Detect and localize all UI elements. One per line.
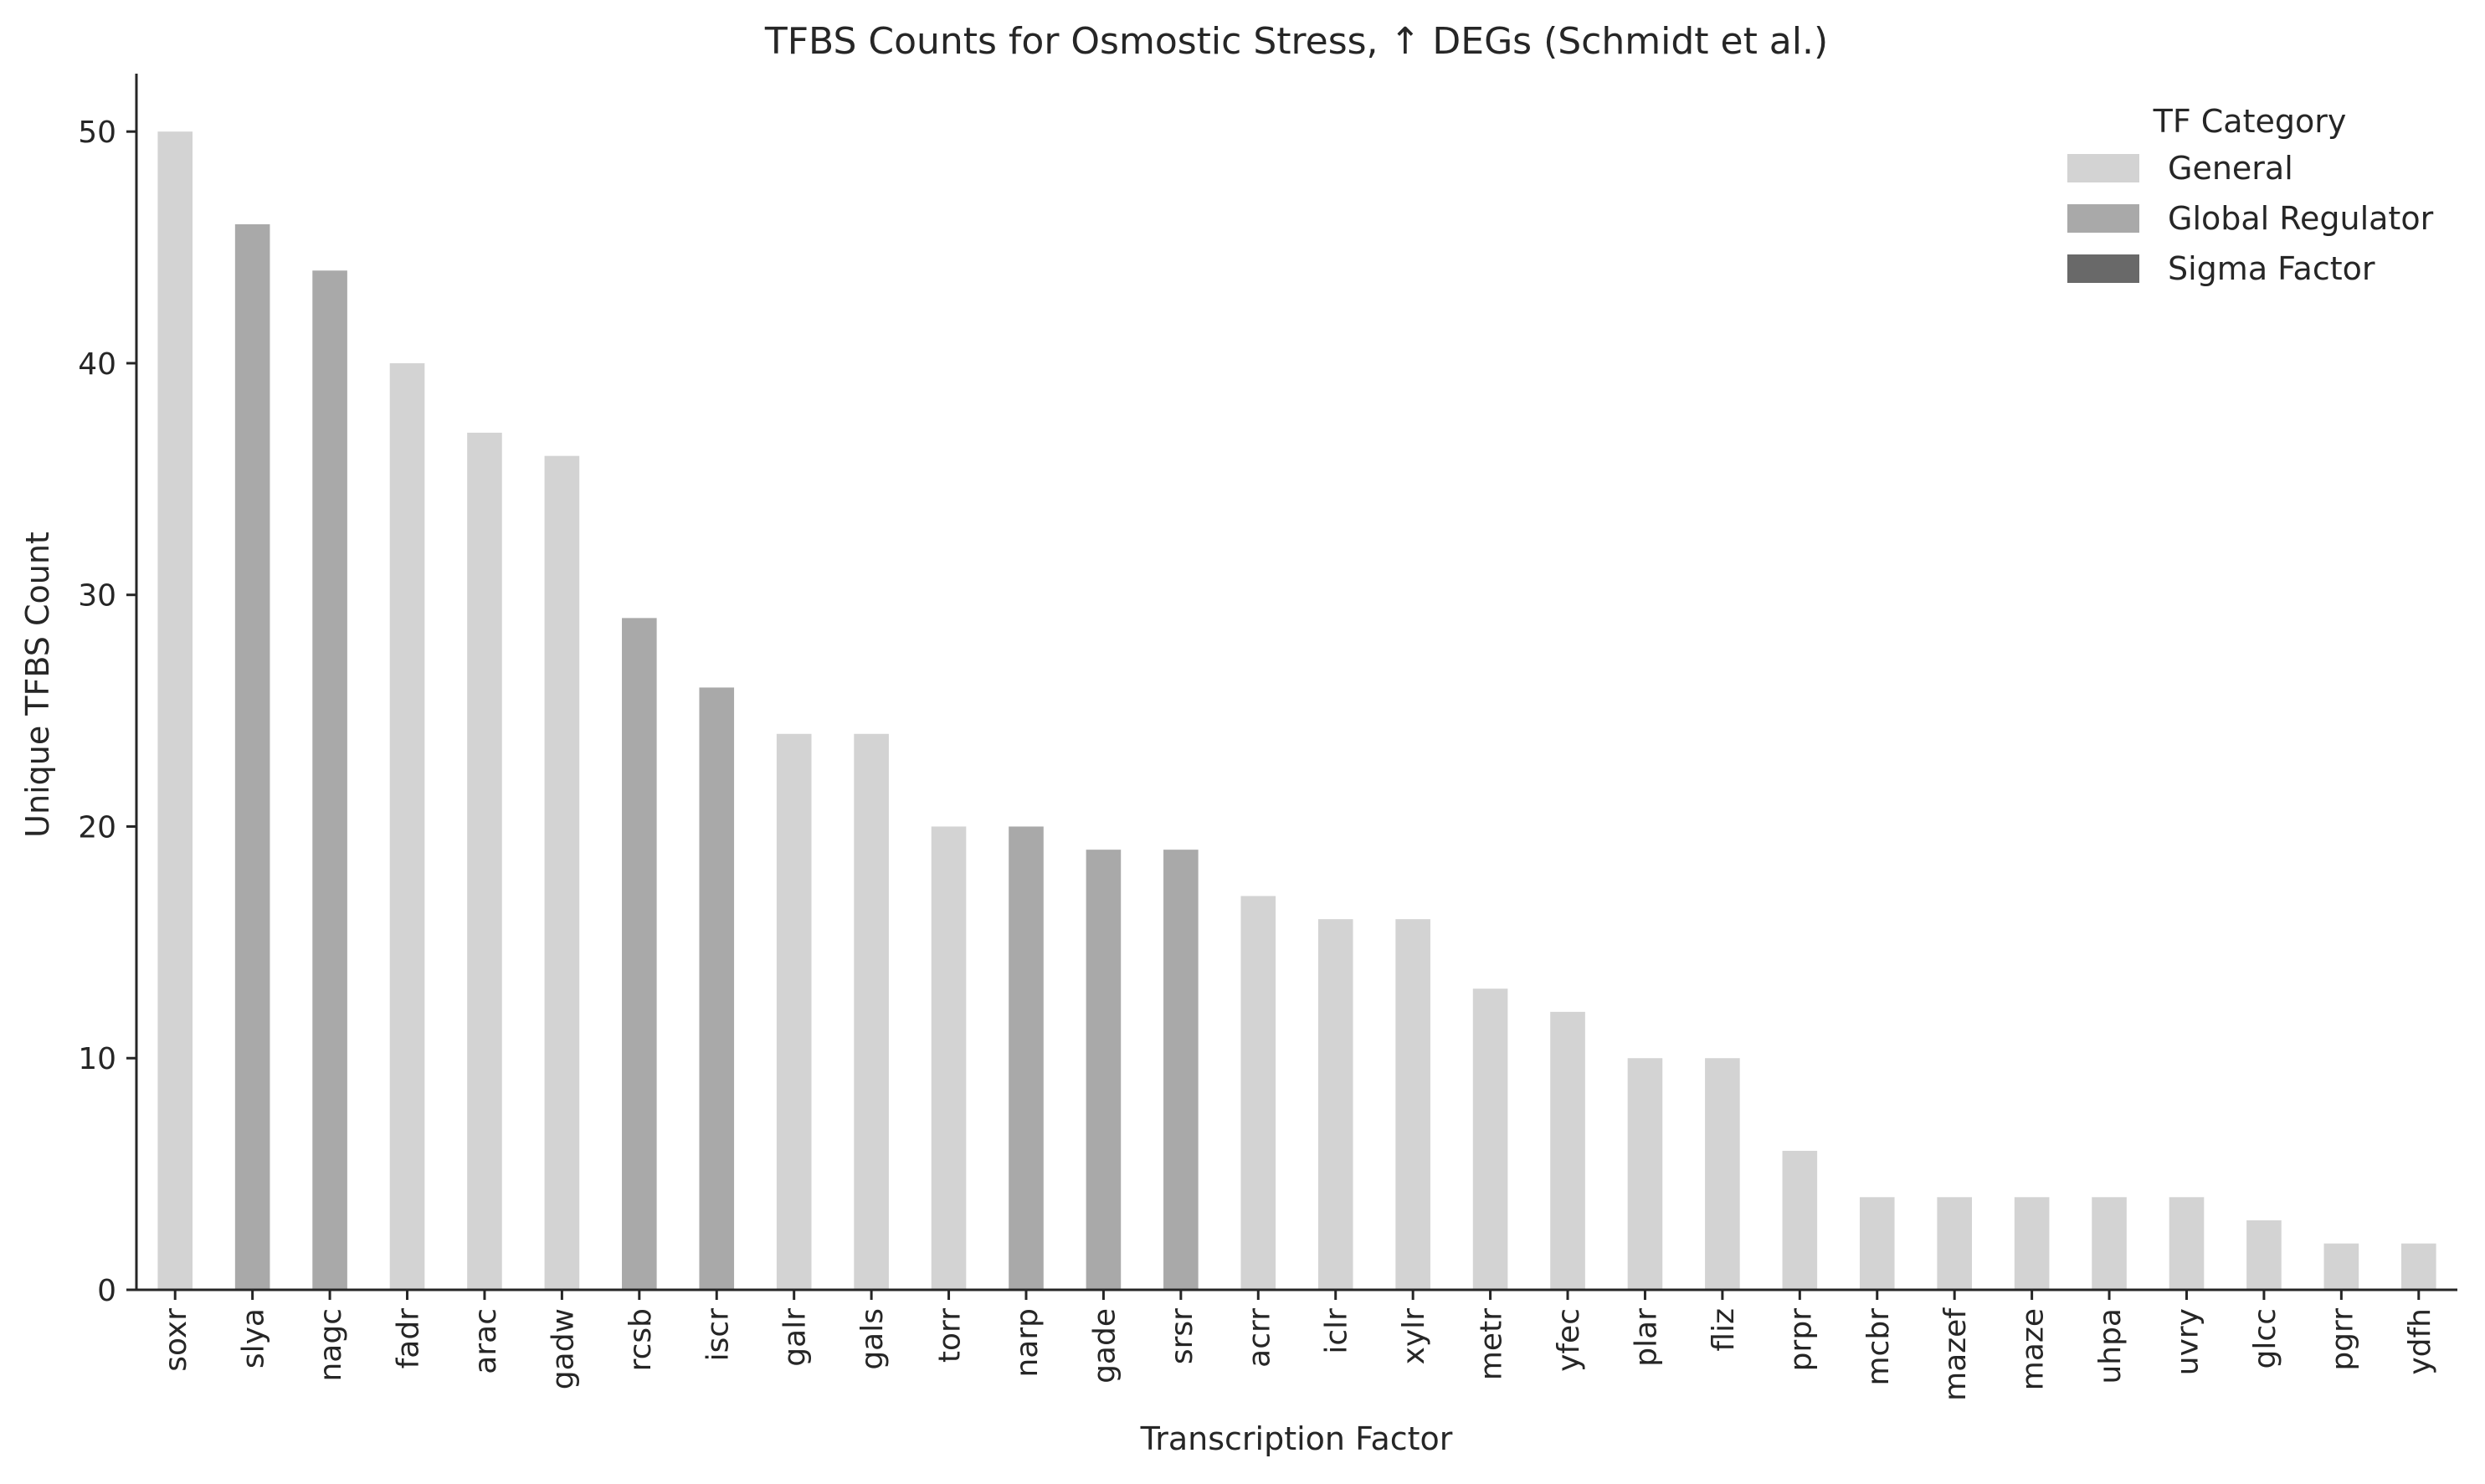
x-tick-label: torr: [933, 1308, 968, 1363]
x-tick-label: gade: [1087, 1308, 1122, 1384]
x-tick-label: iscr: [701, 1308, 735, 1362]
legend-label: Sigma Factor: [2168, 250, 2375, 287]
y-tick-label: 0: [97, 1274, 116, 1308]
x-tick-label: uvry: [2170, 1308, 2205, 1375]
bar-ydfh: [2400, 1243, 2436, 1290]
x-tick-label: nagc: [314, 1308, 348, 1382]
x-tick-label: xylr: [1397, 1308, 1431, 1365]
x-tick-label: metr: [1475, 1308, 1509, 1380]
legend-entries: General Global Regulator Sigma Factor: [2067, 150, 2434, 287]
bar-rcsb: [622, 618, 657, 1290]
x-tick-label: pgrr: [2325, 1308, 2359, 1371]
bar-uhpa: [2092, 1197, 2127, 1290]
legend-swatch: [2067, 204, 2139, 233]
bar-torr: [931, 826, 967, 1290]
x-tick-label: soxr: [159, 1308, 193, 1372]
x-tick-label: mcbr: [1861, 1308, 1896, 1386]
x-tick-label: fliz: [1707, 1308, 1741, 1352]
x-tick-label: uhpa: [2093, 1308, 2128, 1384]
x-tick-label: galr: [778, 1308, 813, 1367]
bar-maze: [2014, 1197, 2050, 1290]
y-axis: 0 10 20 30 40 50: [78, 74, 138, 1308]
x-tick-label: acrr: [1242, 1308, 1276, 1368]
x-tick-label: slya: [237, 1308, 271, 1368]
y-tick-label: 10: [78, 1042, 116, 1076]
bar-galr: [776, 733, 812, 1290]
bar-pgrr: [2323, 1243, 2359, 1290]
bar-slya: [234, 223, 270, 1290]
bar-uvry: [2169, 1197, 2205, 1290]
x-tick-label: narp: [1010, 1308, 1045, 1378]
legend-title: TF Category: [2153, 103, 2347, 140]
x-tick-label: rcsb: [624, 1308, 658, 1371]
bar-srsr: [1163, 850, 1199, 1290]
bar-gade: [1086, 850, 1122, 1290]
bar-gals: [854, 733, 889, 1290]
bar-gadw: [544, 455, 580, 1290]
legend-label: Global Regulator: [2168, 200, 2434, 237]
x-tick-label: gals: [855, 1308, 890, 1370]
x-tick-label: prpr: [1784, 1308, 1818, 1372]
bar-nagc: [312, 270, 347, 1290]
bar-xylr: [1395, 919, 1430, 1290]
bar-plar: [1627, 1058, 1663, 1290]
y-tick-label: 20: [78, 810, 116, 845]
bar-fadr: [389, 362, 425, 1291]
bar-mazef: [1937, 1197, 1972, 1290]
x-axis-label: Transcription Factor: [1140, 1420, 1453, 1457]
x-tick-label: fadr: [392, 1308, 426, 1369]
y-tick-label: 50: [78, 116, 116, 150]
chart-title: TFBS Counts for Osmostic Stress, ↑ DEGs …: [764, 20, 1828, 63]
y-tick-label: 30: [78, 579, 116, 614]
bar-yfec: [1550, 1011, 1585, 1290]
x-tick-label: yfec: [1552, 1308, 1586, 1372]
x-tick-label: glcc: [2248, 1308, 2282, 1368]
x-tick-label: srsr: [1165, 1308, 1199, 1364]
bar-prpr: [1782, 1150, 1818, 1290]
bar-arac: [467, 432, 502, 1290]
legend: TF Category General Global Regulator Sigma…: [2067, 103, 2434, 287]
bar-glcc: [2246, 1220, 2282, 1290]
bar-iclr: [1317, 919, 1353, 1290]
bar-mcbr: [1859, 1197, 1895, 1290]
bar-iscr: [699, 687, 735, 1290]
x-ticks: soxr slya nagc fadr arac gadw rcsb iscr galr gals…: [159, 1290, 2437, 1401]
bars-group: [157, 131, 2436, 1291]
y-tick-label: 40: [78, 347, 116, 382]
x-tick-label: iclr: [1320, 1308, 1354, 1354]
legend-swatch: [2067, 154, 2139, 182]
bar-acrr: [1240, 896, 1276, 1290]
y-axis-label: Unique TFBS Count: [19, 531, 56, 838]
bar-soxr: [157, 131, 193, 1291]
x-tick-label: maze: [2016, 1308, 2051, 1390]
x-tick-label: ydfh: [2403, 1308, 2437, 1375]
bar-narp: [1009, 826, 1044, 1290]
x-tick-label: arac: [469, 1308, 503, 1374]
bar-fliz: [1705, 1058, 1740, 1290]
x-axis: soxr slya nagc fadr arac gadw rcsb iscr galr gals…: [136, 1288, 2457, 1401]
x-tick-label: plar: [1629, 1308, 1663, 1367]
x-tick-label: mazef: [1938, 1307, 1973, 1401]
legend-label: General: [2168, 150, 2293, 187]
bar-metr: [1472, 988, 1508, 1290]
y-ticks: 0 10 20 30 40 50: [78, 116, 136, 1308]
x-tick-label: gadw: [546, 1308, 580, 1389]
legend-swatch: [2067, 254, 2139, 283]
